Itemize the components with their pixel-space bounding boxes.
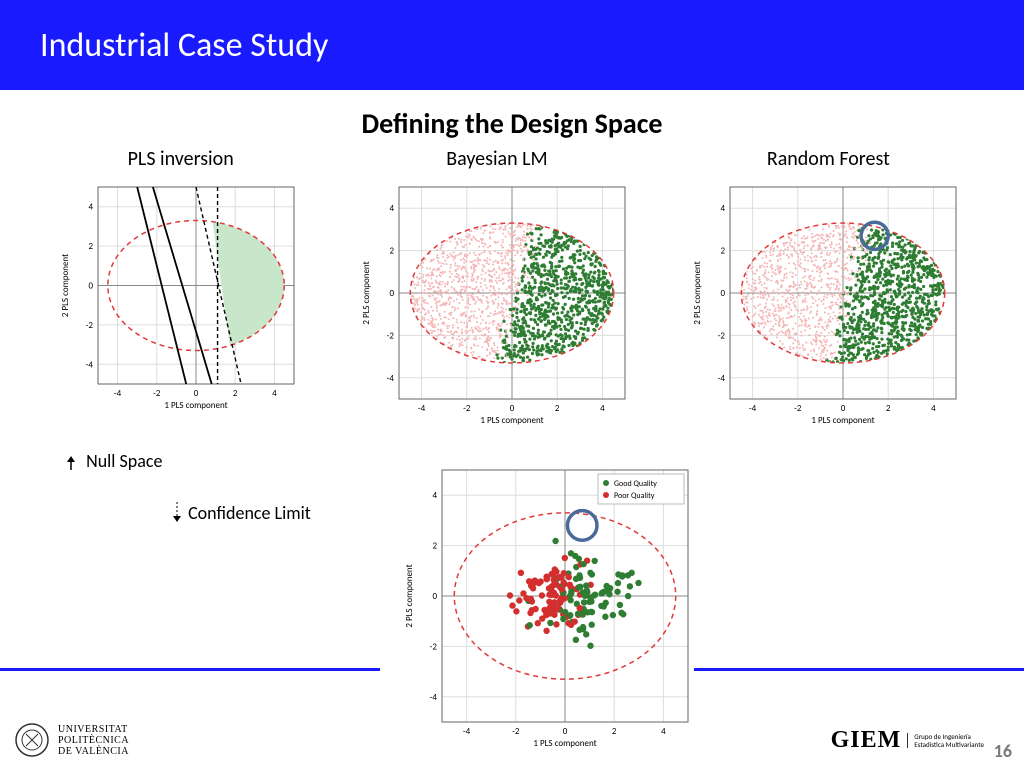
chart-bottom-wrap: -4 -4 -2 -2 0 0 2 2 4 4 1 PLS component 2 PLS compo… xyxy=(400,460,700,750)
svg-text:-4: -4 xyxy=(418,403,426,414)
logo-upv: UNIVERSITAT POLITÈCNICA DE VALÈNCIA xyxy=(14,722,129,758)
svg-text:-4: -4 xyxy=(718,373,726,384)
chart-blm: -4 -4 -2 -2 0 0 2 2 4 4 1 PLS component 2 PLS compo… xyxy=(357,177,637,427)
svg-text:2: 2 xyxy=(886,403,891,414)
svg-text:-4: -4 xyxy=(463,726,471,737)
svg-text:0: 0 xyxy=(721,288,726,299)
svg-text:4: 4 xyxy=(389,203,394,214)
chart-blm-label: Bayesian LM xyxy=(446,147,547,171)
svg-text:0: 0 xyxy=(432,591,437,602)
slide-header-title: Industrial Case Study xyxy=(40,25,328,66)
chart-bottom: -4 -4 -2 -2 0 0 2 2 4 4 1 PLS component 2 PLS compo… xyxy=(400,460,700,750)
svg-text:2 PLS component: 2 PLS component xyxy=(361,261,372,324)
svg-text:4: 4 xyxy=(272,388,277,399)
svg-text:-2: -2 xyxy=(718,330,726,341)
svg-text:-2: -2 xyxy=(85,320,93,331)
main-title: Defining the Design Space xyxy=(0,106,1024,141)
svg-text:1 PLS component: 1 PLS component xyxy=(480,415,543,426)
svg-text:-4: -4 xyxy=(749,403,757,414)
svg-text:-2: -2 xyxy=(387,330,395,341)
svg-text:-2: -2 xyxy=(512,726,520,737)
chart-pls-label: PLS inversion xyxy=(128,147,234,171)
svg-text:2: 2 xyxy=(389,246,394,257)
svg-text:-2: -2 xyxy=(794,403,802,414)
arrow-down-icon xyxy=(170,502,184,522)
annotations: Null Space Confidence Limit xyxy=(60,450,311,544)
chart-rf: -4 -4 -2 -2 0 0 2 2 4 4 1 PLS component 2 PLS compo… xyxy=(688,177,968,427)
upv-seal-icon xyxy=(14,722,50,758)
svg-text:-4: -4 xyxy=(114,388,122,399)
chart-pls-col: PLS inversion -4 -4 -2 -2 0 0 2 2 4 4 1 PLS compon… xyxy=(56,147,306,427)
svg-text:-4: -4 xyxy=(85,359,93,370)
svg-text:2: 2 xyxy=(555,403,560,414)
svg-text:2: 2 xyxy=(432,541,437,552)
svg-text:Good Quality: Good Quality xyxy=(614,479,657,489)
footer-line-left xyxy=(0,668,380,671)
svg-text:0: 0 xyxy=(389,288,394,299)
svg-text:Poor Quality: Poor Quality xyxy=(614,491,655,501)
giem-sub2: Estadística Multivariante xyxy=(914,741,984,749)
svg-text:4: 4 xyxy=(600,403,605,414)
svg-text:0: 0 xyxy=(563,726,568,737)
svg-text:0: 0 xyxy=(88,281,93,292)
footer-line-right xyxy=(694,668,1024,671)
svg-text:2: 2 xyxy=(88,241,93,252)
svg-text:2: 2 xyxy=(612,726,617,737)
svg-text:2 PLS component: 2 PLS component xyxy=(60,254,71,317)
svg-text:-2: -2 xyxy=(153,388,161,399)
svg-text:2: 2 xyxy=(721,246,726,257)
svg-text:4: 4 xyxy=(661,726,666,737)
slide-header: Industrial Case Study xyxy=(0,0,1024,90)
upv-line3: DE VALÈNCIA xyxy=(58,746,129,757)
logo-giem: GIEM Grupo de Ingeniería Estadística Mul… xyxy=(831,727,984,754)
chart-rf-label: Random Forest xyxy=(767,147,890,171)
svg-text:4: 4 xyxy=(88,202,93,213)
svg-text:-4: -4 xyxy=(430,692,438,703)
svg-text:2 PLS component: 2 PLS component xyxy=(692,261,703,324)
svg-text:-4: -4 xyxy=(387,373,395,384)
svg-text:2: 2 xyxy=(233,388,238,399)
svg-text:0: 0 xyxy=(841,403,846,414)
chart-rf-col: Random Forest -4 -4 -2 -2 0 0 2 2 4 4 1 PLS compon… xyxy=(688,147,968,427)
chart-blm-col: Bayesian LM -4 -4 -2 -2 0 0 2 2 4 4 1 PLS componen… xyxy=(357,147,637,427)
charts-row: PLS inversion -4 -4 -2 -2 0 0 2 2 4 4 1 PLS compon… xyxy=(0,147,1024,427)
svg-text:-2: -2 xyxy=(463,403,471,414)
svg-text:4: 4 xyxy=(721,203,726,214)
svg-text:4: 4 xyxy=(931,403,936,414)
null-space-label: Null Space xyxy=(60,450,311,472)
svg-text:-2: -2 xyxy=(430,641,438,652)
svg-text:1 PLS component: 1 PLS component xyxy=(812,415,875,426)
page-number: 16 xyxy=(994,740,1012,762)
svg-text:0: 0 xyxy=(193,388,198,399)
svg-text:4: 4 xyxy=(432,490,437,501)
svg-text:1 PLS component: 1 PLS component xyxy=(533,738,596,749)
upv-line1: UNIVERSITAT xyxy=(58,724,129,735)
svg-text:1 PLS component: 1 PLS component xyxy=(164,400,227,411)
upv-line2: POLITÈCNICA xyxy=(58,735,129,746)
arrow-up-icon xyxy=(60,456,82,470)
giem-name: GIEM xyxy=(831,727,902,754)
svg-text:2 PLS component: 2 PLS component xyxy=(404,564,415,627)
conf-limit-label: Confidence Limit xyxy=(170,502,311,524)
svg-text:0: 0 xyxy=(510,403,515,414)
chart-pls: -4 -4 -2 -2 0 0 2 2 4 4 1 PLS component 2 PLS compo… xyxy=(56,177,306,412)
